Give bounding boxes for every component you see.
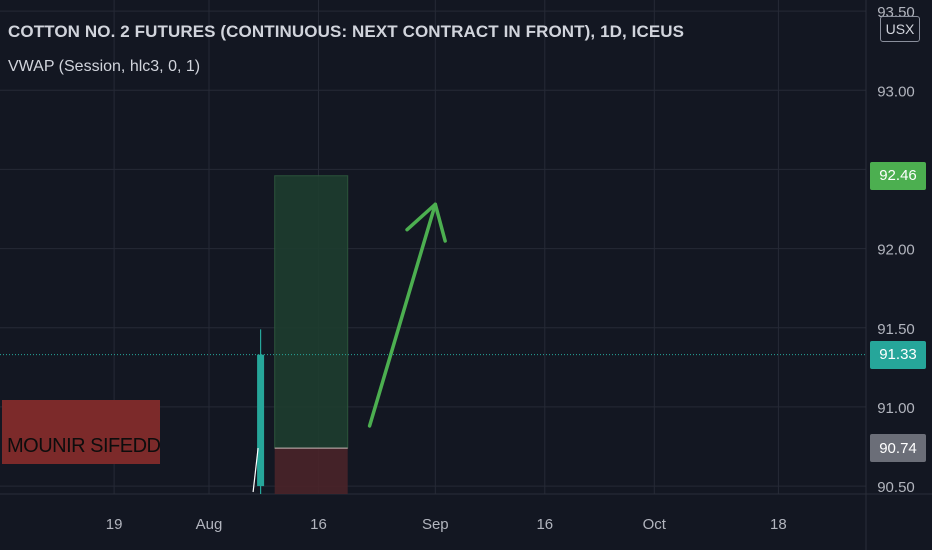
candles[interactable] [252, 329, 265, 494]
stop-zone[interactable] [274, 448, 348, 494]
time-tick-label: Oct [643, 516, 667, 533]
candle-body[interactable] [257, 354, 265, 487]
entry-price-label: 90.74 [870, 434, 926, 463]
price-tick-label: 90.50 [877, 479, 915, 496]
time-tick-label: 16 [310, 516, 327, 533]
time-tick-label: Sep [422, 516, 449, 533]
arrow-shaft[interactable] [367, 202, 438, 428]
target-zone[interactable] [274, 175, 349, 449]
time-tick-label: 18 [770, 516, 787, 533]
price-tick-label: 91.50 [877, 321, 915, 338]
trend-arrow[interactable] [367, 202, 447, 428]
indicator-legend[interactable]: VWAP (Session, hlc3, 0, 1) [8, 58, 201, 75]
arrow-head[interactable] [405, 202, 447, 243]
author-watermark: MOUNIR SIFEDDINE [2, 400, 160, 464]
vwap-line [252, 448, 259, 493]
chart-title: COTTON NO. 2 FUTURES (CONTINUOUS: NEXT C… [8, 22, 685, 41]
time-tick-label: 16 [536, 516, 553, 533]
currency-button[interactable]: USX [880, 16, 920, 42]
position-zones[interactable] [274, 175, 349, 494]
current-price-label: 91.33 [870, 340, 926, 369]
target-price-label: 92.46 [870, 161, 926, 190]
time-axis[interactable]: 19 Aug 16 Sep 16 Oct 18 [106, 516, 787, 533]
price-tick-label: 93.00 [877, 83, 915, 100]
time-tick-label: 19 [106, 516, 123, 533]
price-tick-label: 92.00 [877, 242, 915, 259]
time-tick-label: Aug [196, 516, 223, 533]
price-tick-label: 91.00 [877, 400, 915, 417]
